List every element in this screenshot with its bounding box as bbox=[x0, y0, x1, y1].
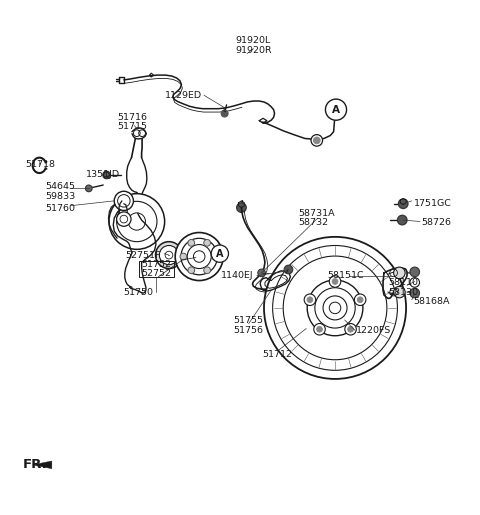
Text: 51760: 51760 bbox=[46, 204, 75, 213]
Circle shape bbox=[188, 239, 195, 246]
Circle shape bbox=[85, 185, 92, 192]
Text: 1220FS: 1220FS bbox=[356, 326, 391, 335]
Circle shape bbox=[175, 233, 223, 281]
Circle shape bbox=[317, 327, 323, 332]
Circle shape bbox=[117, 212, 131, 226]
Circle shape bbox=[410, 267, 420, 277]
Circle shape bbox=[159, 246, 179, 265]
Text: A: A bbox=[216, 249, 224, 259]
Circle shape bbox=[211, 245, 228, 262]
Text: 58151C: 58151C bbox=[327, 271, 364, 280]
Text: 58168A: 58168A bbox=[414, 297, 450, 306]
Text: 91920L
91920R: 91920L 91920R bbox=[235, 36, 272, 55]
Circle shape bbox=[103, 171, 110, 179]
Circle shape bbox=[313, 137, 320, 144]
Text: 58726: 58726 bbox=[421, 218, 451, 228]
Circle shape bbox=[345, 323, 356, 335]
Circle shape bbox=[410, 278, 420, 287]
Circle shape bbox=[397, 215, 407, 225]
Circle shape bbox=[354, 294, 366, 305]
Text: 1129ED: 1129ED bbox=[165, 91, 202, 100]
Circle shape bbox=[258, 269, 265, 277]
Circle shape bbox=[221, 110, 228, 117]
Text: 51718: 51718 bbox=[25, 160, 55, 169]
Text: 51716
51715: 51716 51715 bbox=[117, 113, 147, 131]
Polygon shape bbox=[33, 461, 52, 469]
Text: 1751GC: 1751GC bbox=[414, 199, 452, 208]
Circle shape bbox=[180, 253, 187, 260]
Circle shape bbox=[156, 242, 182, 268]
Circle shape bbox=[394, 286, 405, 298]
Text: 1140EJ: 1140EJ bbox=[221, 271, 253, 280]
Text: 51750: 51750 bbox=[123, 287, 153, 297]
Bar bbox=[139, 261, 174, 277]
Circle shape bbox=[314, 323, 325, 335]
Circle shape bbox=[348, 327, 353, 332]
Text: 58731A
58732: 58731A 58732 bbox=[299, 209, 335, 228]
Text: FR.: FR. bbox=[23, 458, 48, 471]
Circle shape bbox=[398, 199, 408, 209]
Circle shape bbox=[109, 194, 165, 249]
Circle shape bbox=[284, 265, 293, 274]
Text: A: A bbox=[332, 105, 340, 115]
Text: 51755
51756: 51755 51756 bbox=[234, 316, 264, 335]
Circle shape bbox=[264, 237, 406, 379]
Circle shape bbox=[237, 203, 246, 212]
Text: 58110
58130: 58110 58130 bbox=[388, 278, 418, 297]
Text: 54645
59833: 54645 59833 bbox=[46, 182, 76, 201]
Circle shape bbox=[311, 134, 323, 146]
Circle shape bbox=[329, 276, 341, 287]
Circle shape bbox=[212, 253, 218, 260]
Circle shape bbox=[204, 239, 211, 246]
Circle shape bbox=[114, 191, 133, 211]
Text: 52751F: 52751F bbox=[126, 251, 161, 260]
Text: 1351JD: 1351JD bbox=[85, 170, 120, 179]
Circle shape bbox=[357, 297, 363, 303]
Text: 51712: 51712 bbox=[263, 350, 292, 359]
Text: 51752
52752: 51752 52752 bbox=[141, 260, 171, 279]
Circle shape bbox=[394, 267, 405, 279]
Circle shape bbox=[332, 279, 338, 284]
Circle shape bbox=[410, 288, 420, 298]
Circle shape bbox=[307, 297, 313, 303]
Circle shape bbox=[188, 267, 195, 273]
Circle shape bbox=[304, 294, 316, 305]
Circle shape bbox=[204, 267, 211, 273]
Circle shape bbox=[307, 280, 363, 336]
Circle shape bbox=[325, 99, 347, 120]
